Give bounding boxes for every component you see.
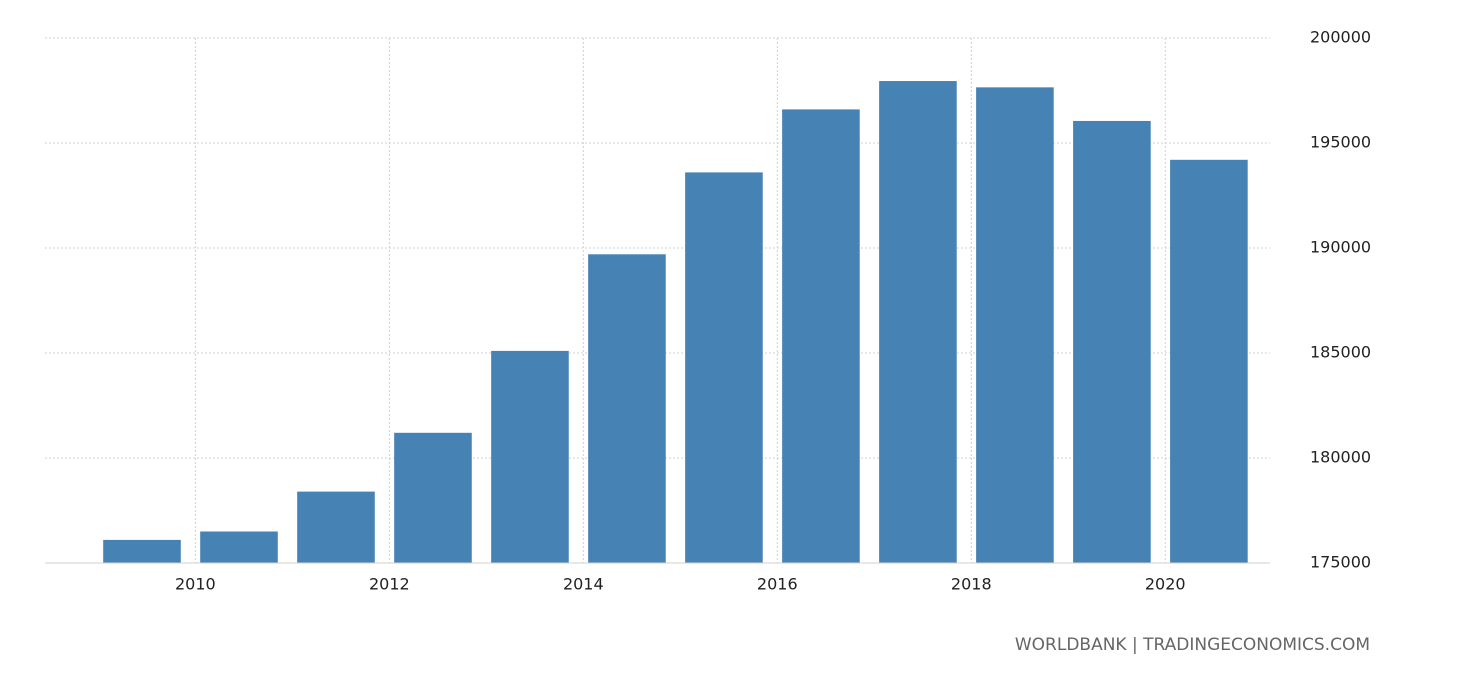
bar	[491, 350, 569, 563]
x-tick-label: 2018	[951, 575, 992, 594]
x-tick-label: 2016	[757, 575, 798, 594]
bar	[588, 254, 666, 564]
y-tick-label: 180000	[1310, 448, 1371, 467]
bar	[1073, 120, 1151, 563]
bar	[685, 172, 763, 563]
bar	[1170, 159, 1248, 564]
y-tick-label: 190000	[1310, 238, 1371, 257]
y-tick-label: 200000	[1310, 28, 1371, 47]
bar	[297, 491, 375, 563]
x-tick-label: 2020	[1145, 575, 1186, 594]
bar	[879, 81, 957, 564]
bar	[782, 109, 860, 564]
source: WORLDBANK | TRADINGECONOMICS.COM	[1015, 635, 1370, 655]
x-tick-label: 2014	[563, 575, 604, 594]
bar	[200, 531, 278, 563]
bar	[103, 539, 181, 563]
y-tick-label: 195000	[1310, 133, 1371, 152]
x-tick-label: 2010	[175, 575, 216, 594]
y-tick-label: 175000	[1310, 553, 1371, 572]
y-tick-label: 185000	[1310, 343, 1371, 362]
x-tick-label: 2012	[369, 575, 410, 594]
bar	[394, 432, 472, 563]
bar	[976, 87, 1054, 563]
